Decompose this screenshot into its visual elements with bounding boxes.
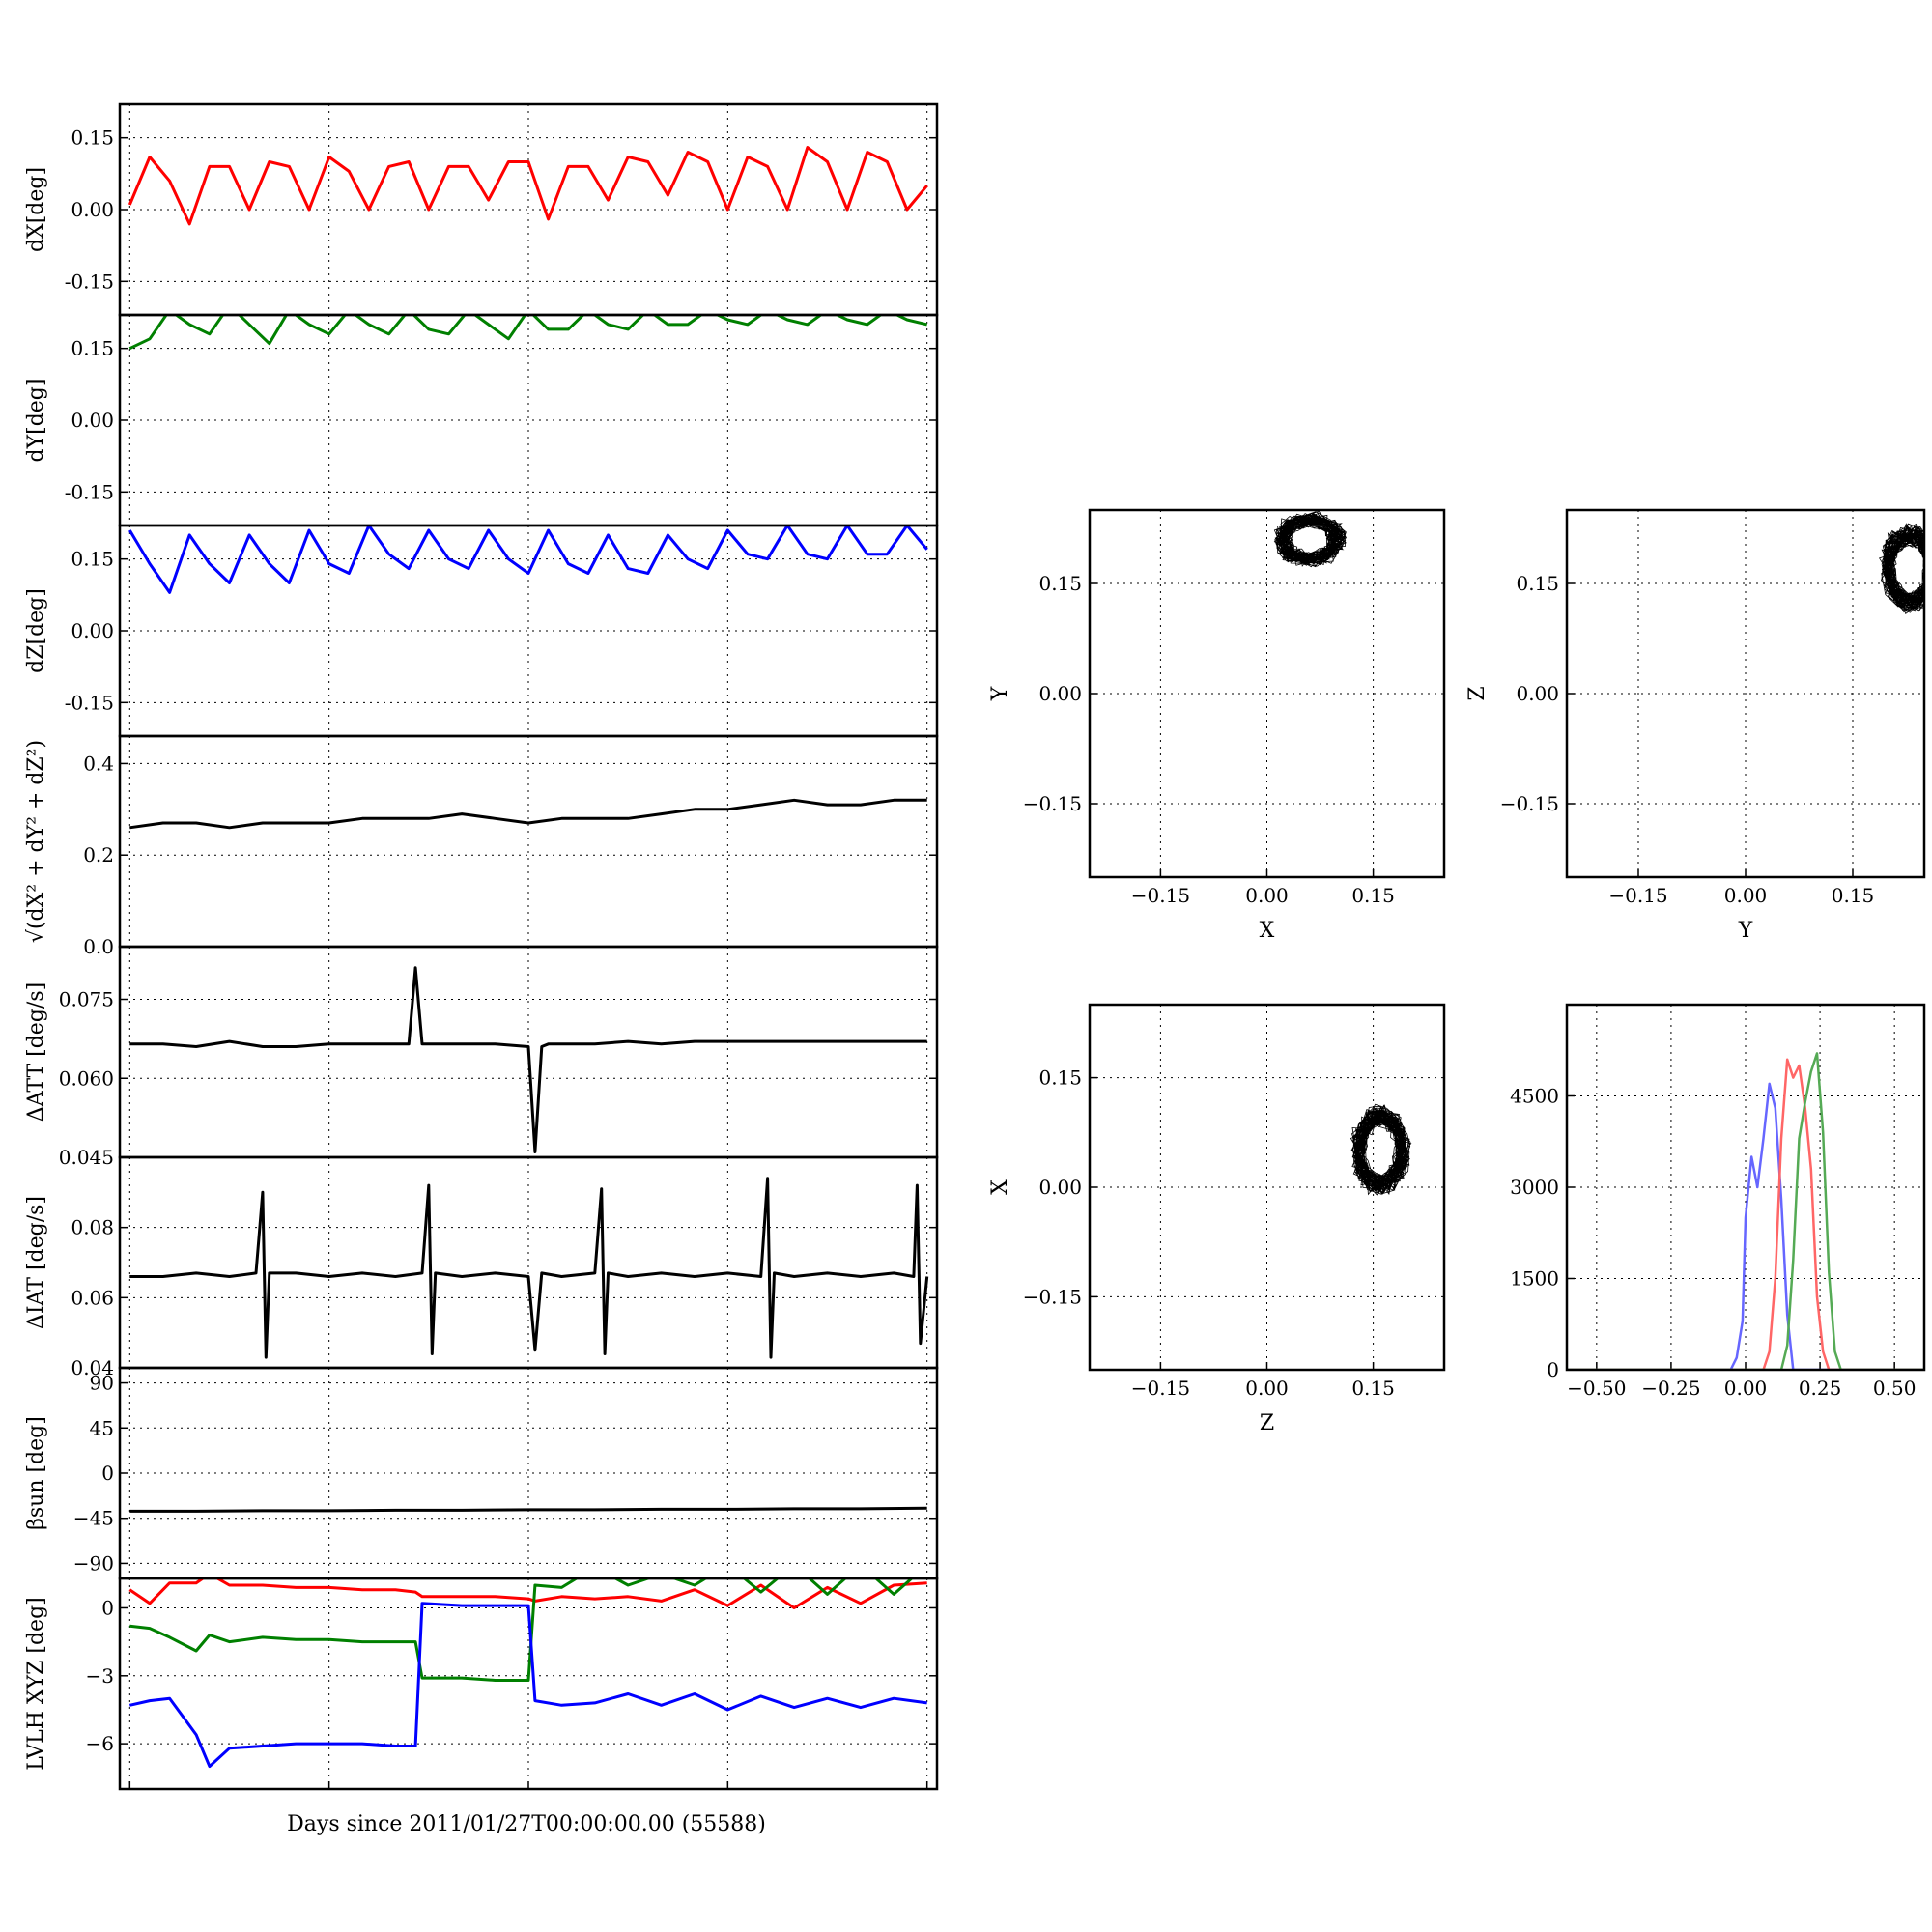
XY-xtick-label: 0.15	[1351, 884, 1395, 907]
dATT-ytick-label: 0.060	[59, 1066, 114, 1090]
hist-axes-frame	[1565, 1003, 1926, 1372]
hist-xtick-label: −0.25	[1641, 1377, 1700, 1400]
beta-ytick-label: 90	[90, 1372, 114, 1395]
dZ-series-0-line	[128, 526, 928, 594]
dIAT-ytick-label: 0.06	[71, 1286, 114, 1309]
dY-ylabel: dY[deg]	[24, 379, 48, 463]
beta-ytick-label: 0	[101, 1462, 114, 1485]
dIAT-series-0-line	[129, 1177, 929, 1359]
XY-ytick-label: 0.15	[1038, 572, 1082, 595]
dR-ytick-label: 0.2	[83, 843, 114, 867]
dY-ytick-label: -0.15	[65, 480, 114, 503]
dZ-ylabel: dZ[deg]	[24, 588, 48, 673]
ZX-xtick-label: −0.15	[1131, 1377, 1190, 1400]
hist-xtick-label: 0.50	[1873, 1377, 1917, 1400]
XY-ylabel: Y	[988, 686, 1012, 701]
YZ-ytick-label: −0.15	[1500, 792, 1559, 815]
hist-ytick-label: 3000	[1510, 1176, 1559, 1199]
ZX-ytick-label: 0.00	[1038, 1176, 1082, 1199]
YZ-xtick-label: 0.00	[1724, 884, 1768, 907]
XY-ytick-label: 0.00	[1038, 682, 1082, 705]
dX-ytick-label: 0.00	[71, 198, 114, 221]
hist-series-1-line	[1567, 1058, 1924, 1370]
dY-panel: 0.15 0.00 -0.15 dY[deg]	[24, 313, 939, 527]
YZ-xtick-label: 0.15	[1832, 884, 1875, 907]
dX-panel: 0.15 0.00 -0.15 dX[deg]	[24, 102, 939, 317]
dY-ytick-label: 0.15	[71, 337, 114, 360]
beta-ytick-label: 45	[90, 1416, 114, 1439]
dATT-ylabel: ΔATT [deg/s]	[24, 982, 48, 1122]
XY-ytick-label: −0.15	[1023, 792, 1082, 815]
dY-series-0-line	[128, 315, 928, 351]
YZ-ytick-label: 0.00	[1516, 682, 1559, 705]
ZX-series-trace	[1350, 1103, 1412, 1196]
beta-ytick-label: −45	[73, 1507, 114, 1530]
hist-series-2-line	[1567, 1052, 1924, 1370]
dATT-ytick-label: 0.075	[59, 988, 114, 1011]
hist-xtick-label: 0.25	[1799, 1377, 1842, 1400]
YZ-xtick-label: −0.15	[1608, 884, 1667, 907]
lvlh-ytick-label: −6	[86, 1732, 114, 1755]
ZX-ytick-label: −0.15	[1023, 1285, 1082, 1308]
YZ-xlabel: Y	[1738, 919, 1753, 943]
dATT-ytick-label: 0.045	[59, 1146, 114, 1169]
ZX-ytick-label: 0.15	[1038, 1066, 1082, 1090]
XY-series-trace	[1273, 510, 1348, 568]
figure-xlabel: Days since 2011/01/27T00:00:00.00 (55588…	[287, 1812, 766, 1836]
XY-xtick-label: −0.15	[1131, 884, 1190, 907]
beta-series-0-line	[129, 1506, 927, 1513]
ZX-panel: −0.15 0.00 0.15 0.15 0.00 −0.15 Z X	[988, 1003, 1446, 1435]
dZ-ytick-label: -0.15	[65, 691, 114, 714]
ZX-axes-frame	[1088, 1003, 1446, 1372]
lvlh-series-1-line	[129, 1578, 915, 1682]
dX-ylabel: dX[deg]	[24, 167, 48, 252]
beta-ytick-label: −90	[73, 1551, 114, 1575]
lvlh-series-2-line	[128, 1602, 927, 1769]
XY-xlabel: X	[1260, 919, 1275, 943]
dY-ytick-label: 0.00	[71, 409, 114, 432]
beta-ylabel: βsun [deg]	[24, 1416, 48, 1530]
hist-xtick-label: −0.50	[1567, 1377, 1626, 1400]
lvlh-ytick-label: −3	[86, 1664, 114, 1688]
dR-ytick-label: 0.4	[83, 752, 114, 775]
ZX-ylabel: X	[988, 1179, 1012, 1195]
hist-ytick-label: 0	[1547, 1358, 1559, 1381]
ZX-xtick-label: 0.00	[1245, 1377, 1289, 1400]
panels-group: 0.150.00-0.15dX[deg]0.150.00-0.15dY[deg]…	[24, 102, 1926, 1791]
lvlh-ytick-label: 0	[101, 1596, 114, 1619]
XY-axes-frame	[1088, 508, 1446, 879]
dIAT-ytick-label: 0.04	[71, 1356, 114, 1379]
hist-series-0-line	[1567, 1082, 1924, 1370]
ZX-xtick-label: 0.15	[1351, 1377, 1395, 1400]
hist-ytick-label: 1500	[1510, 1267, 1559, 1291]
ZX-xlabel: Z	[1260, 1411, 1274, 1435]
hist-xtick-label: 0.00	[1724, 1377, 1768, 1400]
YZ-ylabel: Z	[1465, 686, 1490, 700]
dX-ytick-label: -0.15	[65, 270, 114, 293]
dATT-series-0-line	[129, 966, 927, 1153]
XY-panel: −0.15 0.00 0.15 0.15 0.00 −0.15 X Y	[988, 508, 1446, 943]
dIAT-ylabel: ΔIAT [deg/s]	[24, 1196, 48, 1329]
dX-ytick-label: 0.15	[71, 127, 114, 150]
lvlh-ylabel: LVLH XYZ [deg]	[24, 1597, 48, 1771]
beta-panel: 90 45 0 −45 −90 βsun [deg]	[24, 1366, 939, 1580]
YZ-panel: −0.15 0.00 0.15 0.15 0.00 −0.15 Y Z	[1465, 508, 1926, 943]
XY-xtick-label: 0.00	[1245, 884, 1289, 907]
dZ-ytick-label: 0.15	[71, 548, 114, 571]
dX-series-0-line	[128, 146, 928, 226]
dZ-ytick-label: 0.00	[71, 619, 114, 642]
lvlh-series-0-line	[128, 1578, 927, 1609]
hist-ytick-label: 4500	[1510, 1085, 1559, 1108]
dR-ytick-label: 0.0	[83, 935, 114, 958]
YZ-axes-frame	[1565, 508, 1926, 879]
hist-panel: −0.50 −0.25 0.00 0.25 0.50 4500 3000 1500 0	[1510, 1003, 1926, 1400]
YZ-ytick-label: 0.15	[1516, 572, 1559, 595]
dR-series-0-line	[129, 798, 927, 830]
dR-ylabel: √(dX² + dY² + dZ²)	[24, 740, 48, 943]
dIAT-ytick-label: 0.08	[71, 1216, 114, 1239]
